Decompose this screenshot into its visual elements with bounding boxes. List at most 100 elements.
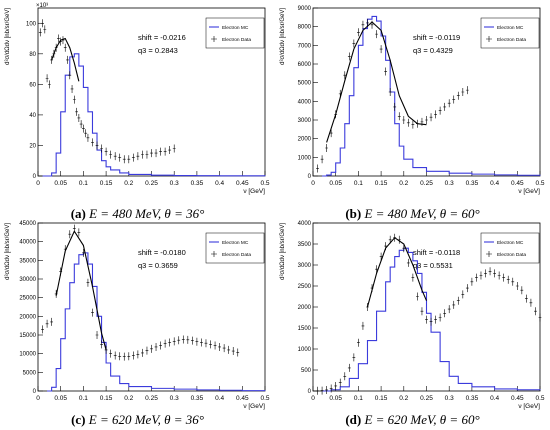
data-point [141,348,144,357]
x-axis-label: ν [GeV] [243,188,265,195]
caption-c: (c) E = 620 MeV, θ = 36° [71,412,204,427]
data-point [343,71,347,80]
data-point [118,352,122,361]
data-point [41,19,44,28]
data-point [79,120,83,129]
data-point [434,315,437,324]
y-tick-label: 1000 [298,155,312,161]
shift-text: shift = -0.0216 [138,33,186,42]
data-point [538,313,542,322]
data-point [347,363,351,372]
legend-data-swatch [486,36,492,42]
x-tick-label: 0.25 [420,180,433,187]
y-tick-label: 0 [33,174,37,180]
data-point [136,350,140,359]
data-point [236,348,240,357]
data-point [163,147,167,156]
data-point [163,339,167,348]
data-point [190,336,194,345]
y-tick-label: 7000 [298,43,312,49]
data-point [50,55,54,64]
y-tick-label: 60 [29,82,36,88]
data-point [150,149,153,158]
data-point [168,338,172,347]
data-point [361,321,365,330]
data-point [72,95,76,104]
data-point [316,386,319,395]
data-point [388,88,392,96]
x-tick-label: 0.25 [145,395,158,402]
data-point [131,351,135,360]
y-tick-label: 100 [26,21,37,27]
q3-text: q3 = 0.5531 [413,261,453,270]
data-point [411,120,415,129]
data-point [231,347,235,356]
x-tick-label: 0.5 [260,180,269,187]
y-tick-label: 20000 [19,314,36,320]
chart-c: 0 0.05 0.1 0.15 0.2 0.25 0.3 0.35 0.4 0.45 0.5 0 500… [5,221,270,410]
shift-text: shift = -0.0119 [413,33,460,42]
caption-d: (d) E = 620 MeV, θ = 60° [345,412,480,427]
legend-data-swatch [211,36,217,42]
data-point [200,338,203,347]
y-tick-label: 0 [308,174,312,180]
data-point [113,152,117,161]
data-point [41,325,44,334]
y-tick-label: 8000 [298,25,312,31]
panel-a: 0 0.05 0.1 0.15 0.2 0.25 0.3 0.35 0.4 0.45 0.5 0 20 4… [0,0,275,221]
data-point [104,147,108,156]
data-point [82,248,85,257]
data-point [425,116,428,124]
y-axis-label: d²σ/dΩdν [nb/sr/GeV] [5,8,11,65]
data-point [438,106,442,115]
x-tick-label: 0.35 [466,395,479,402]
x-tick-label: 0.15 [100,395,113,402]
y-tick-label: 1000 [298,347,312,353]
data-point [465,284,469,293]
data-point [181,335,185,344]
x-axis-label: ν [GeV] [243,403,265,410]
x-tick-label: 0.05 [54,395,67,402]
legend-mc-label: Electron MC [497,25,524,31]
y-exponent: ×10³ [36,3,48,9]
x-tick-label: 0.3 [445,180,454,187]
data-point [452,95,456,104]
legend-mc-label: Electron MC [222,25,249,31]
data-point [329,129,333,138]
y-tick-label: 30000 [19,277,36,283]
data-point [420,307,424,316]
data-point [534,307,537,316]
data-point [45,319,49,328]
data-point [484,269,487,278]
data-point [145,346,149,355]
data-point [50,317,54,326]
mc-histogram [322,15,541,177]
x-tick-label: 0.4 [215,180,224,187]
y-tick-label: 1500 [298,326,312,332]
panel-c: 0 0.05 0.1 0.15 0.2 0.25 0.3 0.35 0.4 0.45 0.5 0 500… [0,215,275,430]
x-tick-label: 0.5 [535,395,544,402]
data-point [141,150,144,159]
data-point [316,164,319,173]
panel-b: 0 0.05 0.1 0.15 0.2 0.25 0.3 0.35 0.4 0.45 0.5 0 100… [275,0,550,221]
data-point [524,294,528,303]
y-tick-label: 5000 [298,81,312,87]
data-point [443,102,447,111]
y-tick-label: 40000 [19,240,36,246]
y-tick-label: 2000 [298,137,312,143]
caption-b: (b) E = 480 MeV, θ = 60° [345,206,480,221]
shift-text: shift = -0.0118 [413,248,460,257]
x-tick-label: 0.35 [466,180,479,187]
data-point [357,338,360,347]
data-point [379,45,383,54]
data-point [452,300,456,309]
data-point [68,230,72,239]
x-tick-label: 0.35 [191,180,204,187]
q3-text: q3 = 0.2843 [138,46,178,55]
data-point [429,317,433,326]
data-point [497,271,501,280]
y-tick-label: 40 [29,113,36,119]
data-point [177,336,181,345]
chart-b: 0 0.05 0.1 0.15 0.2 0.25 0.3 0.35 0.4 0.45 0.5 0 100… [280,6,545,195]
legend-mc-label: Electron MC [222,240,249,246]
